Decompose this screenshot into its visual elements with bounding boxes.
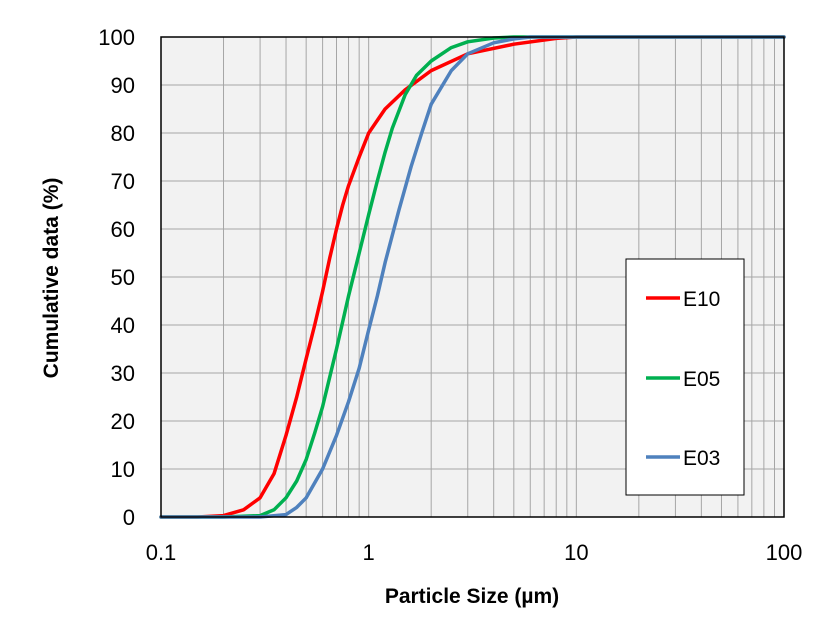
x-tick-label: 10 [564, 540, 588, 565]
x-tick-label: 1 [363, 540, 375, 565]
legend-label-e03: E03 [683, 447, 720, 470]
y-tick-label: 90 [111, 73, 135, 98]
y-tick-label: 0 [123, 505, 135, 530]
series-line-e03 [159, 35, 786, 519]
x-axis-title: Particle Size (µm) [385, 585, 559, 608]
x-tick-label: 100 [766, 540, 803, 565]
y-tick-label: 70 [111, 169, 135, 194]
legend-box [625, 258, 745, 496]
y-tick-label: 10 [111, 457, 135, 482]
plot-frame [160, 36, 785, 518]
legend-label-e10: E10 [683, 288, 720, 311]
legend-label-e05: E05 [683, 368, 720, 391]
legend: E10 E05 E03 [625, 258, 745, 496]
y-tick-label: 60 [111, 217, 135, 242]
y-axis-title: Cumulative data (%) [40, 178, 63, 379]
y-tick-label: 20 [111, 409, 135, 434]
y-tick-label: 50 [111, 265, 135, 290]
y-tick-label: 100 [98, 25, 135, 50]
x-tick-label: 0.1 [146, 540, 177, 565]
y-tick-label: 40 [111, 313, 135, 338]
series-line-e05 [159, 35, 786, 519]
y-tick-label: 80 [111, 121, 135, 146]
series-lines [159, 35, 786, 519]
tick-labels: 0 10 20 30 40 50 60 70 80 90 100 0.1 1 10 100 [98, 25, 802, 565]
y-tick-label: 30 [111, 361, 135, 386]
